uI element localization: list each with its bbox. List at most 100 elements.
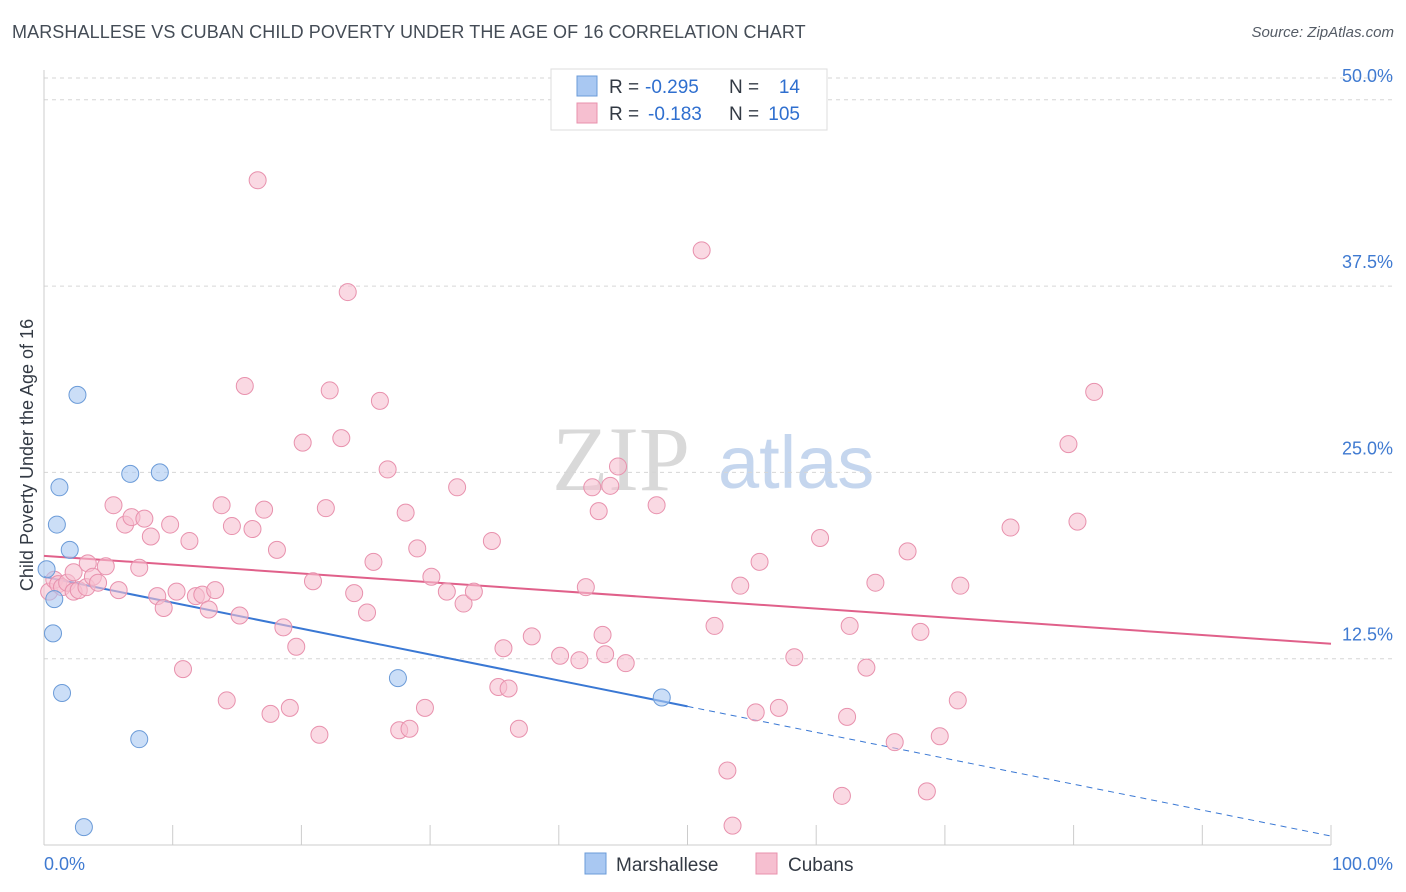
- point-cubans: [723, 816, 742, 835]
- legend-n-value-1: 14: [779, 77, 801, 98]
- point-cubans: [857, 658, 876, 677]
- point-cubans: [293, 433, 312, 452]
- legend-n-value-2: 105: [768, 104, 800, 125]
- point-marshallese: [652, 688, 671, 707]
- point-cubans: [96, 557, 115, 576]
- point-cubans: [731, 576, 750, 595]
- point-cubans: [167, 582, 186, 601]
- point-marshallese: [150, 463, 169, 482]
- point-cubans: [212, 496, 231, 515]
- legend-r-label-2: R =: [609, 104, 639, 125]
- point-cubans: [310, 725, 329, 744]
- x-tick-label-min: 0.0%: [44, 854, 85, 874]
- point-cubans: [930, 727, 949, 746]
- point-cubans: [206, 581, 225, 600]
- point-cubans: [464, 582, 483, 601]
- point-cubans: [267, 540, 286, 559]
- bottom-legend-label-marshallese: Marshallese: [616, 855, 718, 876]
- bottom-legend-swatch-marshallese: [584, 852, 607, 875]
- point-cubans: [199, 600, 218, 619]
- point-cubans: [135, 509, 154, 528]
- point-cubans: [705, 616, 724, 635]
- point-cubans: [570, 651, 589, 670]
- bottom-legend-swatch-cubans: [755, 852, 778, 875]
- point-cubans: [370, 391, 389, 410]
- point-cubans: [616, 654, 635, 673]
- point-cubans: [222, 517, 241, 536]
- x-axis-ticks: [43, 825, 1332, 845]
- point-cubans: [261, 704, 280, 723]
- point-cubans: [130, 558, 149, 577]
- legend-swatch-marshallese: [576, 75, 598, 97]
- point-cubans: [320, 381, 339, 400]
- y-axis-label: Child Poverty Under the Age of 16: [17, 319, 37, 591]
- point-cubans: [917, 782, 936, 801]
- point-marshallese: [130, 730, 149, 749]
- point-cubans: [482, 531, 501, 550]
- bottom-legend: Marshallese Cubans: [584, 852, 854, 876]
- point-marshallese: [37, 560, 56, 579]
- y-tick-label: 25.0%: [1342, 438, 1393, 458]
- point-cubans: [1085, 382, 1104, 401]
- point-cubans: [454, 594, 473, 613]
- point-marshallese: [53, 683, 72, 702]
- point-cubans: [838, 707, 857, 726]
- point-cubans: [601, 476, 620, 495]
- watermark-atlas: atlas: [718, 421, 874, 504]
- point-cubans: [718, 761, 737, 780]
- point-cubans: [154, 599, 173, 618]
- legend-n-label-1: N =: [729, 77, 759, 98]
- point-cubans: [494, 639, 513, 658]
- point-cubans: [303, 572, 322, 591]
- point-cubans: [243, 520, 262, 539]
- point-cubans: [230, 606, 249, 625]
- point-cubans: [274, 618, 293, 637]
- trend-line-extension: [687, 705, 1332, 837]
- point-cubans: [746, 703, 765, 722]
- point-marshallese: [121, 464, 140, 483]
- point-cubans: [255, 500, 274, 519]
- point-marshallese: [388, 669, 407, 688]
- point-marshallese: [68, 385, 87, 404]
- point-marshallese: [74, 818, 93, 837]
- point-cubans: [338, 283, 357, 302]
- point-cubans: [576, 578, 595, 597]
- point-cubans: [316, 499, 335, 518]
- gridlines: [44, 77, 1392, 660]
- point-cubans: [499, 679, 518, 698]
- point-cubans: [437, 582, 456, 601]
- point-cubans: [1001, 518, 1020, 537]
- point-cubans: [400, 719, 419, 738]
- point-cubans: [345, 584, 364, 603]
- legend-n-label-2: N =: [729, 104, 759, 125]
- point-cubans: [885, 733, 904, 752]
- legend-box: R = -0.295 N = 14 R = -0.183 N = 105: [550, 68, 828, 131]
- trend-lines: [43, 554, 1332, 837]
- point-cubans: [217, 691, 236, 710]
- point-cubans: [1068, 512, 1087, 531]
- point-cubans: [840, 616, 859, 635]
- source-label: Source: ZipAtlas.com: [1251, 24, 1394, 41]
- point-cubans: [866, 573, 885, 592]
- legend-r-value-2: -0.183: [648, 104, 702, 125]
- point-cubans: [109, 581, 128, 600]
- point-cubans: [647, 496, 666, 515]
- y-tick-labels: 12.5% 25.0% 37.5% 50.0%: [1342, 66, 1393, 645]
- point-cubans: [415, 698, 434, 717]
- point-cubans: [89, 573, 108, 592]
- legend-r-value-1: -0.295: [645, 77, 699, 98]
- point-cubans: [692, 241, 711, 260]
- point-cubans: [1059, 435, 1078, 454]
- y-tick-label: 37.5%: [1342, 252, 1393, 272]
- point-cubans: [287, 637, 306, 656]
- point-cubans: [173, 660, 192, 679]
- point-cubans: [596, 645, 615, 664]
- point-cubans: [951, 576, 970, 595]
- point-cubans: [422, 567, 441, 586]
- chart-title: MARSHALLESE VS CUBAN CHILD POVERTY UNDER…: [12, 22, 806, 42]
- trend-line-cubans: [43, 554, 1332, 645]
- y-tick-label: 12.5%: [1342, 625, 1393, 645]
- point-cubans: [509, 719, 528, 738]
- point-marshallese: [45, 590, 64, 609]
